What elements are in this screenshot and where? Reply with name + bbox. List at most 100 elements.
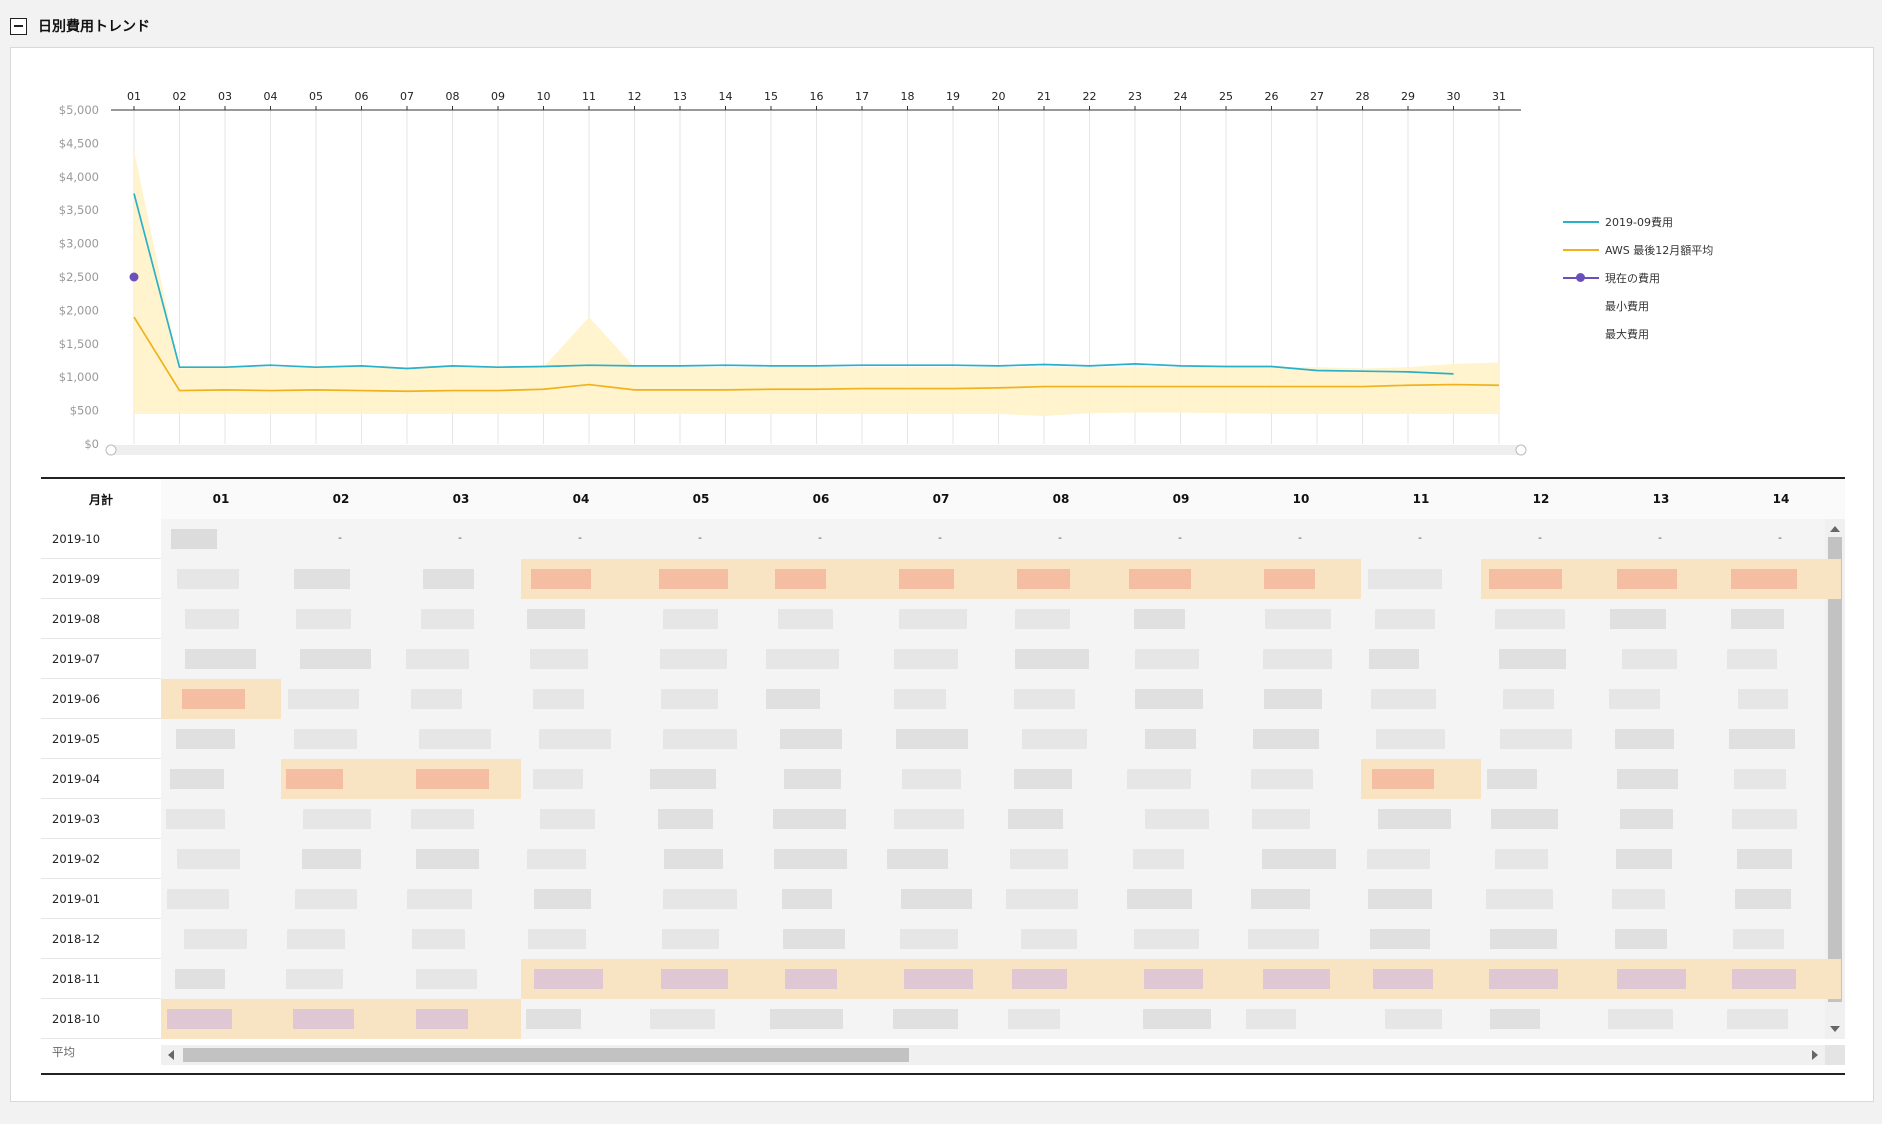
cell-value-obscured bbox=[766, 649, 839, 669]
cell-value-obscured bbox=[661, 689, 718, 709]
cell-value-obscured bbox=[775, 569, 826, 589]
cell-value-obscured bbox=[784, 769, 841, 789]
cell-value-obscured bbox=[170, 769, 224, 789]
cell-value-obscured bbox=[1617, 769, 1678, 789]
legend-item[interactable]: 最小費用 bbox=[1563, 292, 1713, 320]
cell-value-obscured bbox=[893, 1009, 958, 1029]
cell-value-obscured bbox=[663, 729, 737, 749]
x-tick-label: 28 bbox=[1356, 90, 1370, 103]
cell-value-obscured bbox=[1372, 769, 1434, 789]
cell-value-obscured bbox=[171, 529, 217, 549]
column-header-day[interactable]: 08 bbox=[1052, 492, 1070, 506]
row-label-month[interactable]: 2019-05 bbox=[52, 732, 101, 746]
column-header-day[interactable]: 03 bbox=[452, 492, 470, 506]
row-label-month[interactable]: 2018-10 bbox=[52, 1012, 101, 1026]
scroll-left-icon[interactable] bbox=[168, 1050, 174, 1060]
row-label-month[interactable]: 2019-09 bbox=[52, 572, 101, 586]
column-header-day[interactable]: 10 bbox=[1292, 492, 1310, 506]
cell-value-obscured bbox=[1264, 689, 1322, 709]
cell-value-obscured bbox=[1378, 809, 1451, 829]
row-label-month[interactable]: 2019-07 bbox=[52, 652, 101, 666]
cell-value-obscured bbox=[184, 929, 247, 949]
horizontal-scroll-thumb[interactable] bbox=[183, 1048, 909, 1062]
cell-value-obscured bbox=[766, 689, 820, 709]
row-label-month[interactable]: 2019-08 bbox=[52, 612, 101, 626]
cell-value-obscured bbox=[904, 969, 973, 989]
row-label-month[interactable]: 2019-03 bbox=[52, 812, 101, 826]
cell-value-obscured bbox=[1262, 849, 1336, 869]
cell-value-obscured bbox=[1622, 649, 1677, 669]
cell-value-obscured bbox=[902, 769, 961, 789]
cell-dash: - bbox=[458, 531, 462, 544]
legend-item[interactable]: AWS 最後12月額平均 bbox=[1563, 236, 1713, 264]
row-label-month[interactable]: 2019-01 bbox=[52, 892, 101, 906]
legend-item[interactable]: 最大費用 bbox=[1563, 320, 1713, 348]
cell-value-obscured bbox=[1727, 649, 1777, 669]
row-divider bbox=[41, 798, 161, 799]
scroll-down-icon[interactable] bbox=[1830, 1026, 1840, 1032]
row-label-month[interactable]: 2019-02 bbox=[52, 852, 101, 866]
cell-value-obscured bbox=[782, 889, 832, 909]
cell-value-obscured bbox=[1263, 649, 1332, 669]
collapse-icon[interactable] bbox=[10, 17, 27, 35]
cell-value-obscured bbox=[416, 969, 477, 989]
cell-value-obscured bbox=[896, 729, 968, 749]
cell-value-obscured bbox=[1727, 1009, 1788, 1029]
column-header-day[interactable]: 02 bbox=[332, 492, 350, 506]
scroll-up-icon[interactable] bbox=[1830, 526, 1840, 532]
x-tick-label: 08 bbox=[446, 90, 460, 103]
cell-value-obscured bbox=[780, 729, 842, 749]
column-header-day[interactable]: 05 bbox=[692, 492, 710, 506]
cell-value-obscured bbox=[534, 969, 603, 989]
x-tick-label: 19 bbox=[946, 90, 960, 103]
cell-value-obscured bbox=[1012, 969, 1067, 989]
cell-dash: - bbox=[1658, 531, 1662, 544]
cell-value-obscured bbox=[664, 849, 723, 869]
vertical-scroll-thumb[interactable] bbox=[1828, 537, 1842, 1002]
cell-value-obscured bbox=[1368, 569, 1442, 589]
cell-dash: - bbox=[1778, 531, 1782, 544]
column-header-day[interactable]: 11 bbox=[1412, 492, 1430, 506]
column-header-day[interactable]: 01 bbox=[212, 492, 230, 506]
column-header-day[interactable]: 04 bbox=[572, 492, 590, 506]
horizontal-scrollbar[interactable] bbox=[161, 1045, 1825, 1065]
cell-value-obscured bbox=[1015, 649, 1089, 669]
cell-value-obscured bbox=[286, 969, 343, 989]
cell-value-obscured bbox=[300, 649, 371, 669]
column-header-day[interactable]: 12 bbox=[1532, 492, 1550, 506]
cell-dash: - bbox=[338, 531, 342, 544]
cell-value-obscured bbox=[1135, 649, 1199, 669]
y-tick-label: $3,000 bbox=[59, 237, 99, 251]
x-tick-label: 03 bbox=[218, 90, 232, 103]
column-header-day[interactable]: 14 bbox=[1772, 492, 1790, 506]
legend-item[interactable]: 2019-09費用 bbox=[1563, 208, 1713, 236]
legend-item[interactable]: 現在の費用 bbox=[1563, 264, 1713, 292]
cell-value-obscured bbox=[1006, 889, 1078, 909]
row-label-month[interactable]: 2018-12 bbox=[52, 932, 101, 946]
cell-value-obscured bbox=[1134, 929, 1199, 949]
column-header-day[interactable]: 07 bbox=[932, 492, 950, 506]
cell-value-obscured bbox=[1737, 849, 1792, 869]
cell-value-obscured bbox=[1265, 609, 1331, 629]
row-label-month[interactable]: 2019-04 bbox=[52, 772, 101, 786]
row-label-month[interactable]: 2018-11 bbox=[52, 972, 101, 986]
column-header-day[interactable]: 13 bbox=[1652, 492, 1670, 506]
cell-value-obscured bbox=[1371, 689, 1436, 709]
column-header-day[interactable]: 06 bbox=[812, 492, 830, 506]
row-label-month[interactable]: 2019-10 bbox=[52, 532, 101, 546]
scroll-right-icon[interactable] bbox=[1812, 1050, 1818, 1060]
cell-value-obscured bbox=[1729, 729, 1795, 749]
row-divider bbox=[41, 558, 161, 559]
cell-value-obscured bbox=[894, 689, 946, 709]
cell-value-obscured bbox=[177, 569, 239, 589]
cell-value-obscured bbox=[899, 609, 967, 629]
cell-value-obscured bbox=[1495, 849, 1548, 869]
cell-value-obscured bbox=[770, 1009, 843, 1029]
column-header-month-total[interactable]: 月計 bbox=[88, 492, 113, 507]
cell-value-obscured bbox=[894, 649, 958, 669]
column-header-day[interactable]: 09 bbox=[1172, 492, 1190, 506]
row-label-month[interactable]: 2019-06 bbox=[52, 692, 101, 706]
vertical-scrollbar[interactable] bbox=[1825, 519, 1845, 1039]
row-divider bbox=[41, 758, 161, 759]
cell-value-obscured bbox=[783, 929, 845, 949]
